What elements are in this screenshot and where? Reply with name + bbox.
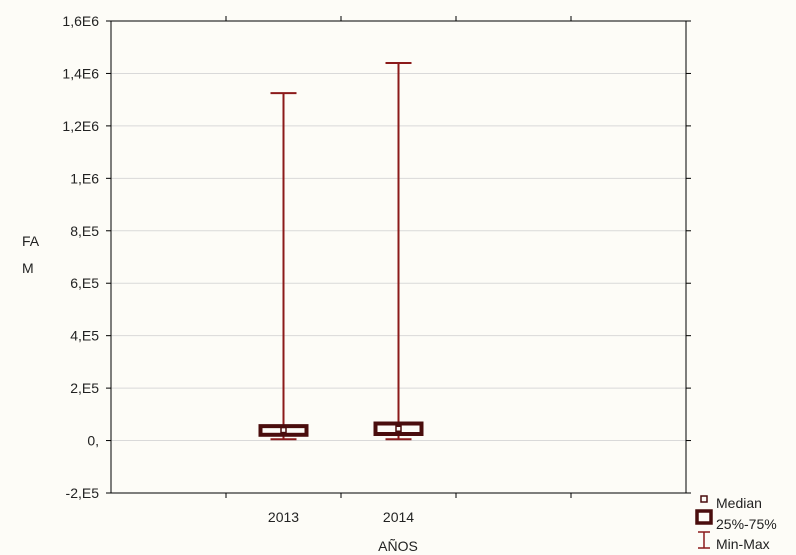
y-tick-label: -2,E5 — [66, 485, 100, 501]
y-tick-label: 1,4E6 — [62, 65, 99, 81]
boxes — [258, 61, 424, 441]
plot-frame — [110, 20, 687, 494]
legend-median-symbol — [700, 495, 708, 503]
median-marker — [280, 426, 287, 434]
x-tick-label: 2013 — [268, 509, 299, 525]
legend-whisker-label: Min-Max — [716, 536, 770, 552]
legend-whisker-symbol — [698, 531, 710, 549]
legend: Median 25%-75% Min-Max — [695, 495, 777, 552]
y-tick-label: 8,E5 — [70, 223, 99, 239]
median-marker — [395, 425, 402, 433]
y-axis-title-line-1: FA — [22, 233, 40, 249]
y-tick-label: 1,2E6 — [62, 118, 99, 134]
y-axis-title-line-2: M — [22, 260, 34, 276]
y-tick-label: 2,E5 — [70, 380, 99, 396]
box-2014 — [373, 61, 424, 441]
x-axis-title: AÑOS — [378, 538, 418, 554]
x-tick-label: 2014 — [383, 509, 414, 525]
y-tick-label: 0, — [87, 433, 99, 449]
y-axis-ticks: -2,E5 0, 2,E5 4,E5 6,E5 8,E5 1,E6 1,2E6 1,4E6 1,6… — [62, 13, 691, 501]
y-tick-label: 1,6E6 — [62, 13, 99, 29]
y-tick-label: 6,E5 — [70, 275, 99, 291]
x-axis-ticks: 2013 2014 — [225, 16, 572, 525]
box-2013 — [258, 92, 309, 441]
legend-median-label: Median — [716, 495, 762, 511]
y-tick-label: 1,E6 — [70, 170, 99, 186]
y-tick-label: 4,E5 — [70, 328, 99, 344]
legend-box-label: 25%-75% — [716, 516, 777, 532]
legend-box-symbol — [695, 509, 713, 525]
